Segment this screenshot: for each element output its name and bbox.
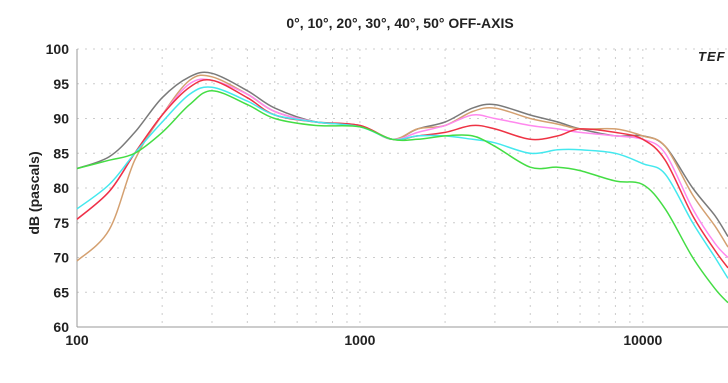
y-tick-labels: 60 65 70 75 80 85 90 95 100 — [46, 41, 70, 335]
axes — [76, 49, 728, 328]
y-tick-label: 80 — [53, 180, 69, 196]
series-line-4 — [76, 79, 728, 269]
y-tick-label: 70 — [53, 250, 69, 266]
y-tick-label: 90 — [53, 111, 69, 127]
series-line-2 — [76, 74, 728, 262]
x-tick-labels: 100 1000 10000 — [65, 332, 662, 348]
y-tick-label: 65 — [53, 284, 69, 300]
series-group — [76, 71, 728, 304]
x-tick-label: 10000 — [623, 332, 662, 348]
y-tick-label: 75 — [53, 215, 69, 231]
y-tick-label: 85 — [53, 145, 69, 161]
x-tick-label: 100 — [65, 332, 89, 348]
chart-title: 0°, 10°, 20°, 30°, 40°, 50° OFF-AXIS — [286, 15, 514, 31]
x-tick-label: 1000 — [344, 332, 375, 348]
tef-logo: TEF — [698, 49, 726, 64]
series-line-5 — [76, 86, 728, 279]
y-tick-label: 60 — [53, 319, 69, 335]
y-tick-label: 95 — [53, 76, 69, 92]
y-tick-label: 100 — [46, 41, 70, 57]
grid — [77, 48, 728, 327]
series-line-6 — [76, 89, 728, 304]
